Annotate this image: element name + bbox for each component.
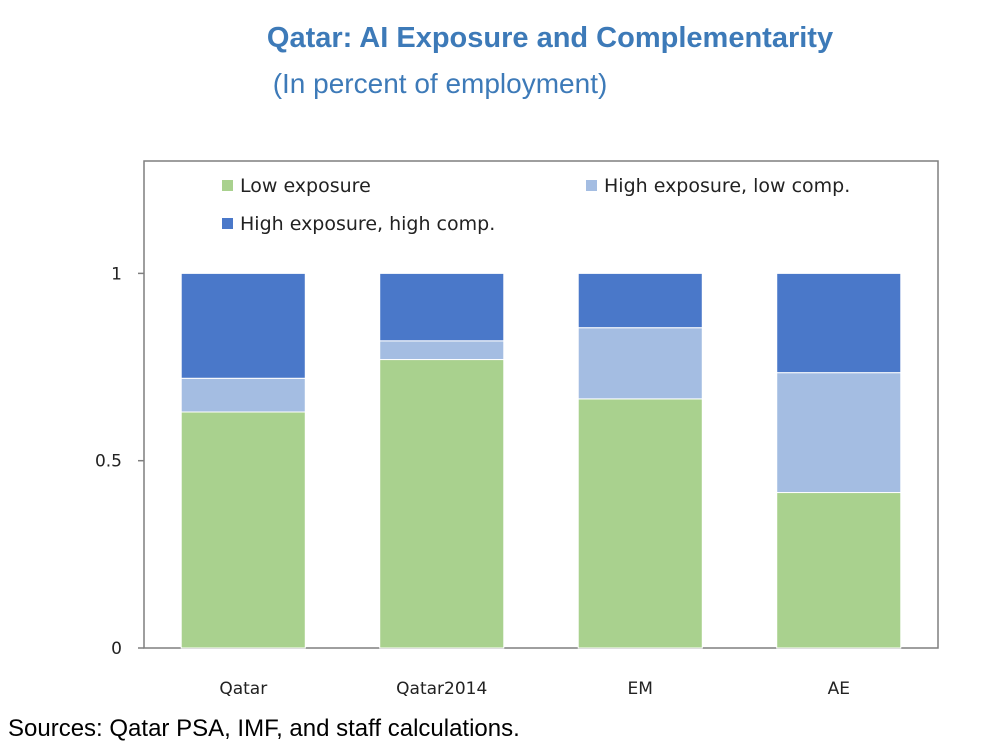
y-tick-label: 0 <box>111 639 122 659</box>
legend-label: High exposure, low comp. <box>604 175 850 197</box>
legend-swatch <box>222 218 233 229</box>
bar-segment <box>379 359 505 649</box>
bar-segment <box>776 492 902 649</box>
source-note: Sources: Qatar PSA, IMF, and staff calcu… <box>8 715 520 742</box>
bar-segment <box>379 340 505 361</box>
bar-segment <box>577 398 703 649</box>
bar-segment <box>776 272 902 374</box>
legend-swatch <box>586 180 597 191</box>
x-tick-label: Qatar <box>219 679 267 699</box>
bar-segment <box>379 272 505 342</box>
bar-segment <box>577 327 703 400</box>
x-tick-label: EM <box>628 679 653 699</box>
legend-swatch <box>222 180 233 191</box>
x-axis: Qatar Qatar2014 EM AE <box>219 679 850 699</box>
bars-group <box>180 272 902 649</box>
y-tick-label: 0.5 <box>95 452 122 472</box>
chart-subtitle: (In percent of employment) <box>272 68 608 99</box>
bar-segment <box>180 411 306 649</box>
legend-label: Low exposure <box>240 175 371 197</box>
chart-title: Qatar: AI Exposure and Complementarity <box>266 22 834 54</box>
bar-segment <box>180 272 306 379</box>
legend: Low exposure High exposure, low comp. High… <box>222 175 850 235</box>
bar-segment <box>180 377 306 413</box>
plot-area <box>143 160 939 649</box>
bar-segment <box>776 372 902 494</box>
bar-segment <box>577 272 703 329</box>
legend-label: High exposure, high comp. <box>240 213 495 235</box>
x-tick-label: AE <box>828 679 850 699</box>
y-axis: 00.51 <box>95 264 144 659</box>
x-tick-label: Qatar2014 <box>396 679 487 699</box>
y-tick-label: 1 <box>111 264 122 284</box>
